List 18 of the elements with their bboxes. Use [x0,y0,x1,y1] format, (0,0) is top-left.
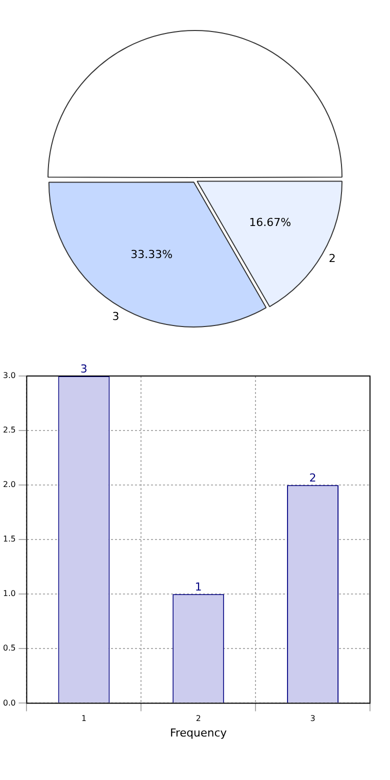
data-label: 2 [309,471,316,484]
y-tick-label: 0.5 [2,644,16,653]
data-label: 33.33% [130,248,173,261]
y-tick-label: 1.0 [2,589,16,598]
data-label: 3 [80,362,88,376]
y-tick-label: 2.0 [2,480,16,490]
y-tick-label: 2.5 [2,426,16,435]
x-tick-label: 1 [81,714,86,724]
y-tick-label: 1.5 [2,534,16,544]
data-label: 1 [194,580,202,594]
data-label: 16.67% [249,216,292,230]
slice-label: 2 [328,252,336,266]
x-tick-label: 3 [310,714,316,724]
x-tick-label: 2 [196,714,201,724]
y-tick-label: 3.0 [2,371,16,380]
x-axis-title: Frequency [170,726,228,740]
slice-label: 3 [112,310,120,324]
y-tick-label: 0.0 [2,698,16,708]
